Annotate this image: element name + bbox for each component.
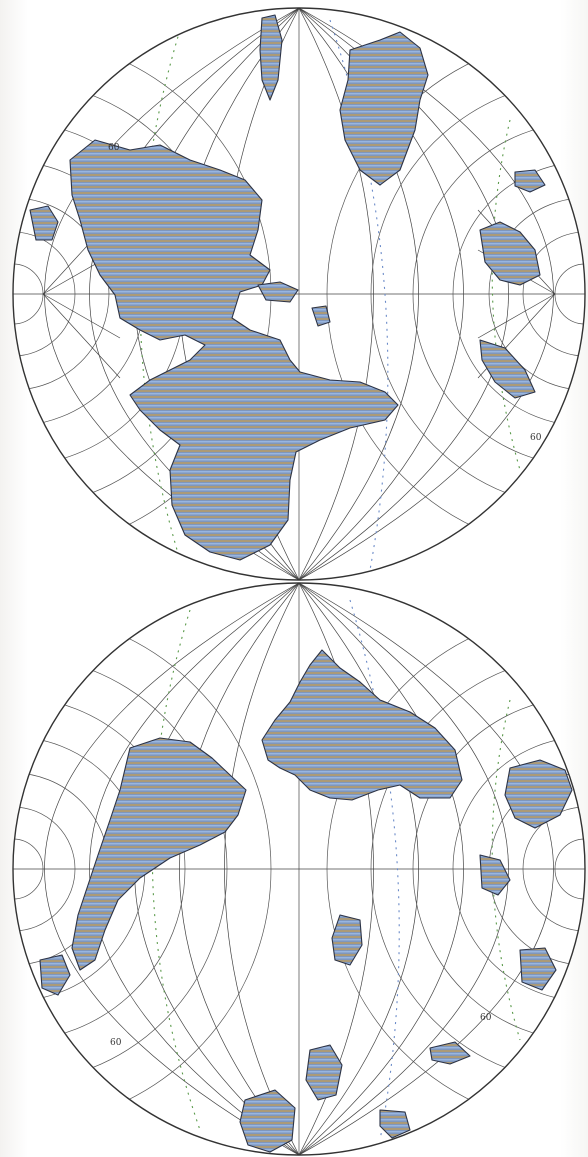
- land-small-cluster-upper: [257, 281, 299, 303]
- land-left-island-lower: [39, 954, 71, 996]
- land-bottom-mass-lower: [239, 1089, 296, 1153]
- land-right-island-upper: [479, 221, 541, 286]
- land-islet-upper: [514, 169, 546, 193]
- land-chain-lower: [331, 914, 363, 966]
- upper-tick-label-left: 60: [108, 143, 120, 153]
- lower-tick-label-left: 60: [110, 1038, 122, 1048]
- lower-hemisphere: 60 60: [12, 582, 586, 1156]
- upper-hemisphere: 60 60: [12, 7, 586, 581]
- land-east-mass-upper: [339, 31, 429, 186]
- lower-tick-label-right: 60: [480, 1013, 492, 1023]
- upper-tick-label-right: 60: [530, 433, 542, 443]
- land-right-mass-lower: [504, 759, 573, 829]
- land-right-small-upper: [479, 339, 536, 399]
- land-africa-lower: [71, 737, 247, 971]
- land-left-island-upper: [29, 205, 59, 241]
- land-islet-upper-2: [311, 305, 331, 327]
- land-south-america-lower: [261, 649, 463, 801]
- land-north-america-upper: [69, 139, 399, 561]
- upper-hemisphere-rim: [12, 7, 586, 581]
- land-islet-lower-2: [429, 1041, 471, 1065]
- land-right-bottom-lower: [519, 947, 557, 991]
- land-islet-lower: [379, 1109, 411, 1139]
- land-right-island-lower: [479, 854, 511, 896]
- land-chain-lower-2: [305, 1044, 343, 1101]
- upper-landmasses: [29, 14, 546, 561]
- land-top-strip-upper: [259, 14, 283, 101]
- lower-hemisphere-rim: [12, 582, 586, 1156]
- lower-landmasses: [39, 649, 573, 1153]
